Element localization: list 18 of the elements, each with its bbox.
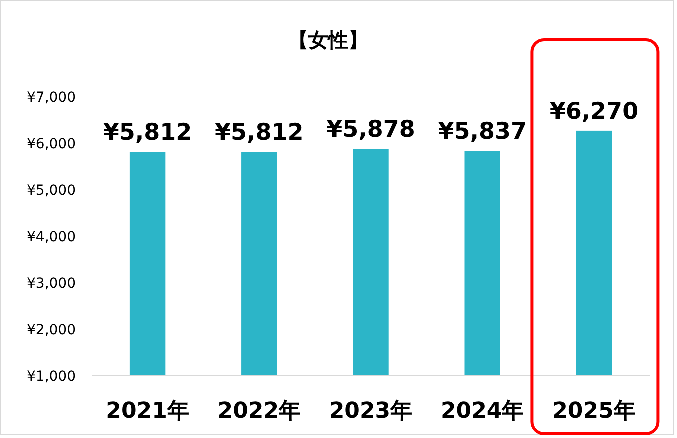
y-tick-label: ¥1,000 bbox=[27, 368, 76, 385]
data-label: ¥5,812 bbox=[103, 120, 192, 146]
y-tick-label: ¥7,000 bbox=[27, 90, 76, 106]
x-tick-label: 2022年 bbox=[218, 399, 302, 424]
data-label: ¥6,270 bbox=[550, 98, 639, 125]
y-tick-label: ¥3,000 bbox=[27, 276, 76, 292]
y-tick-label: ¥4,000 bbox=[27, 229, 76, 246]
y-tick-label: ¥6,000 bbox=[27, 136, 76, 152]
y-tick-label: ¥5,000 bbox=[27, 182, 76, 199]
data-label: ¥5,812 bbox=[215, 120, 304, 146]
x-tick-label: 2024年 bbox=[440, 399, 524, 424]
x-tick-label: 2021年 bbox=[106, 399, 190, 424]
y-tick-label: ¥2,000 bbox=[27, 322, 76, 338]
data-label: ¥5,837 bbox=[438, 119, 527, 146]
x-tick-label: 2025年 bbox=[552, 399, 636, 424]
chart-title: 【女性】 bbox=[288, 28, 368, 52]
data-label: ¥5,878 bbox=[326, 117, 416, 144]
x-tick-label: 2023年 bbox=[329, 399, 413, 424]
